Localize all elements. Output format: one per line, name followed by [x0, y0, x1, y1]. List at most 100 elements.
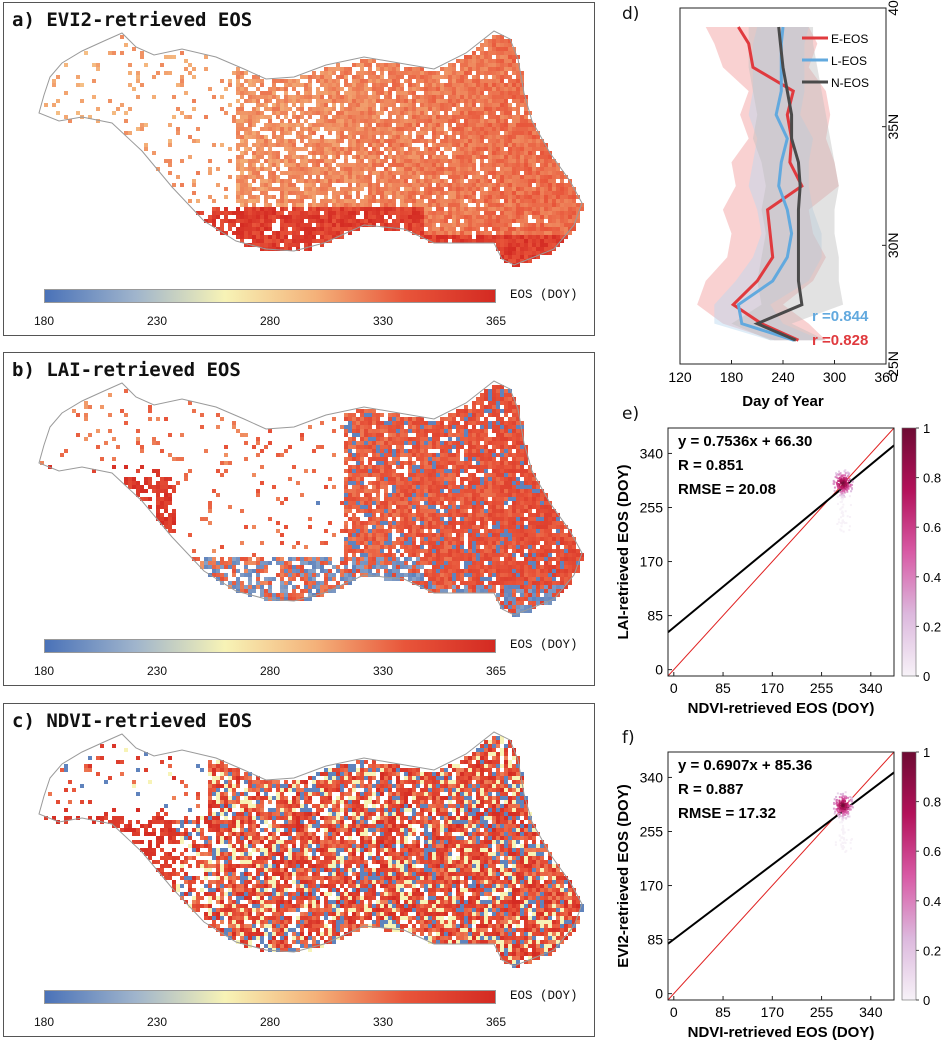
map-pixel — [216, 167, 220, 171]
map-pixel — [296, 83, 300, 87]
map-pixel — [400, 103, 404, 107]
map-pixel — [452, 433, 456, 437]
map-pixel — [368, 529, 372, 533]
map-pixel — [532, 243, 536, 247]
map-pixel — [536, 517, 540, 521]
map-pixel — [448, 203, 452, 207]
map-pixel — [240, 107, 244, 111]
map-pixel — [400, 219, 404, 223]
map-pixel — [368, 497, 372, 501]
map-pixel — [288, 183, 292, 187]
map-pixel — [288, 171, 292, 175]
map-pixel — [488, 187, 492, 191]
map-pixel — [344, 211, 348, 215]
map-pixel — [512, 219, 516, 223]
map-pixel — [136, 429, 140, 433]
map-pixel — [284, 123, 288, 127]
map-pixel — [420, 207, 424, 211]
map-pixel — [488, 115, 492, 119]
map-pixel — [508, 63, 512, 67]
map-pixel — [452, 211, 456, 215]
map-pixel — [304, 167, 308, 171]
map-pixel — [540, 529, 544, 533]
map-pixel — [408, 509, 412, 513]
map-pixel — [384, 179, 388, 183]
map-pixel — [356, 425, 360, 429]
map-pixel — [412, 533, 416, 537]
map-pixel — [372, 223, 376, 227]
map-pixel — [400, 159, 404, 163]
map-pixel — [484, 123, 488, 127]
map-pixel — [316, 79, 320, 83]
map-pixel — [436, 123, 440, 127]
map-pixel — [112, 437, 116, 441]
map-pixel — [492, 465, 496, 469]
map-pixel — [528, 211, 532, 215]
map-pixel — [428, 533, 432, 537]
map-pixel — [172, 55, 176, 59]
map-pixel — [516, 163, 520, 167]
map-pixel — [520, 497, 524, 501]
map-pixel — [336, 179, 340, 183]
map-pixel — [236, 163, 240, 167]
map-pixel — [508, 175, 512, 179]
map-pixel — [156, 505, 160, 509]
map-pixel — [548, 203, 552, 207]
map-pixel — [236, 235, 240, 239]
map-pixel — [400, 477, 404, 481]
map-pixel — [528, 127, 532, 131]
map-pixel — [248, 215, 252, 219]
map-pixel — [484, 421, 488, 425]
map-pixel — [520, 501, 524, 505]
map-pixel — [480, 501, 484, 505]
map-pixel — [448, 187, 452, 191]
map-pixel — [388, 203, 392, 207]
map-pixel — [440, 227, 444, 231]
map-pixel — [404, 211, 408, 215]
map-pixel — [268, 239, 272, 243]
map-pixel — [500, 211, 504, 215]
map-pixel — [408, 465, 412, 469]
map-pixel — [368, 521, 372, 525]
map-pixel — [504, 219, 508, 223]
map-pixel — [468, 525, 472, 529]
map-pixel — [372, 501, 376, 505]
map-pixel — [408, 103, 412, 107]
map-pixel — [480, 425, 484, 429]
map-pixel — [412, 147, 416, 151]
map-pixel — [524, 247, 528, 251]
map-pixel — [472, 211, 476, 215]
map-pixel — [300, 235, 304, 239]
map-pixel — [424, 469, 428, 473]
map-pixel — [464, 123, 468, 127]
map-pixel — [564, 231, 568, 235]
map-pixel — [460, 175, 464, 179]
map-pixel — [432, 477, 436, 481]
map-pixel — [424, 119, 428, 123]
map-pixel — [468, 433, 472, 437]
map-pixel — [428, 219, 432, 223]
map-pixel — [424, 115, 428, 119]
map-pixel — [496, 187, 500, 191]
map-pixel — [120, 409, 124, 413]
map-pixel — [380, 159, 384, 163]
map-pixel — [240, 187, 244, 191]
map-pixel — [496, 481, 500, 485]
map-pixel — [472, 493, 476, 497]
map-pixel — [484, 449, 488, 453]
map-pixel — [472, 219, 476, 223]
map-pixel — [352, 513, 356, 517]
map-pixel — [520, 87, 524, 91]
map-pixel — [356, 457, 360, 461]
map-pixel — [296, 119, 300, 123]
map-pixel — [536, 187, 540, 191]
map-pixel — [300, 175, 304, 179]
map-pixel — [244, 441, 248, 445]
map-pixel — [412, 183, 416, 187]
map-pixel — [352, 79, 356, 83]
map-pixel — [348, 123, 352, 127]
map-pixel — [432, 429, 436, 433]
map-pixel — [456, 139, 460, 143]
map-pixel — [540, 215, 544, 219]
map-pixel — [312, 183, 316, 187]
